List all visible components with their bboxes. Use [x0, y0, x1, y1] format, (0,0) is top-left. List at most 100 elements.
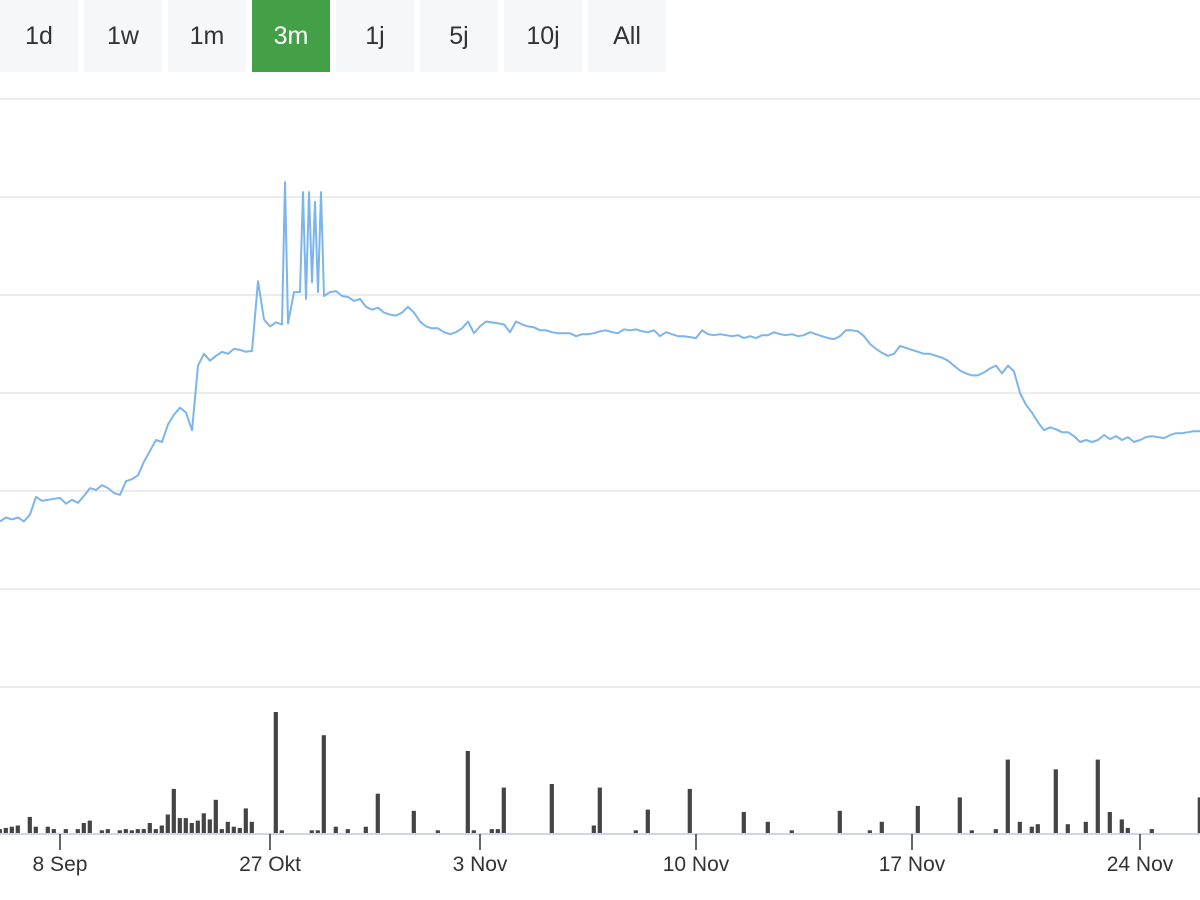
volume-bar: [1107, 812, 1112, 834]
volume-bar: [435, 830, 440, 834]
volume-bar: [591, 825, 596, 834]
chart-gridlines: [0, 98, 1200, 688]
volume-bar: [9, 826, 14, 834]
volume-bar: [279, 830, 284, 834]
volume-bar: [129, 830, 134, 834]
volume-bar: [45, 826, 50, 834]
volume-bar: [231, 826, 236, 834]
volume-bar: [411, 810, 416, 834]
volume-bar: [1065, 824, 1070, 834]
volume-bar: [117, 830, 122, 834]
volume-bar: [201, 813, 206, 834]
range-button-1j[interactable]: 1j: [336, 0, 414, 72]
volume-bar: [1029, 826, 1034, 834]
volume-bar: [993, 829, 998, 834]
volume-bar: [597, 787, 602, 834]
volume-bars: [0, 712, 1200, 834]
volume-bar: [1017, 821, 1022, 834]
x-tick-label: 8 Sep: [33, 853, 88, 876]
volume-bar: [189, 823, 194, 834]
volume-bar: [1095, 759, 1100, 834]
volume-bar: [1035, 824, 1040, 834]
volume-bar: [63, 829, 68, 834]
volume-bar: [51, 829, 56, 834]
volume-bar: [213, 799, 218, 834]
volume-bar: [237, 827, 242, 834]
price-line-group: [0, 181, 1200, 523]
x-tick-label: 24 Nov: [1107, 853, 1174, 876]
volume-bar: [465, 751, 470, 834]
volume-bar: [75, 829, 80, 834]
volume-bar: [879, 821, 884, 834]
volume-bar: [105, 829, 110, 834]
volume-bar: [1053, 769, 1058, 834]
volume-bar: [1005, 759, 1010, 834]
volume-bar: [687, 788, 692, 834]
volume-bar: [15, 825, 20, 834]
volume-bar: [741, 812, 746, 834]
volume-bar: [549, 784, 554, 834]
volume-bar: [1083, 821, 1088, 834]
volume-bar: [345, 829, 350, 834]
volume-bar: [123, 829, 128, 834]
volume-bar: [501, 787, 506, 834]
volume-bar: [1197, 797, 1200, 834]
volume-bar: [1149, 829, 1154, 834]
volume-bar: [333, 826, 338, 834]
volume-bar: [315, 830, 320, 834]
volume-bar: [243, 808, 248, 834]
volume-bar: [867, 830, 872, 834]
volume-bar: [645, 809, 650, 834]
range-button-3m[interactable]: 3m: [252, 0, 330, 72]
volume-bar: [81, 823, 86, 834]
x-tick-label: 10 Nov: [663, 853, 730, 876]
volume-bar: [177, 818, 182, 834]
volume-bar: [153, 829, 158, 834]
volume-bar: [489, 829, 494, 834]
x-tick-label: 17 Nov: [879, 853, 946, 876]
volume-bar: [273, 712, 278, 834]
volume-bar: [195, 820, 200, 834]
volume-bar: [789, 830, 794, 834]
range-button-1d[interactable]: 1d: [0, 0, 78, 72]
range-selector: 1d 1w 1m 3m 1j 5j 10j All: [0, 0, 672, 72]
range-button-10j[interactable]: 10j: [504, 0, 582, 72]
volume-bar: [171, 788, 176, 834]
volume-bar: [1125, 827, 1130, 834]
volume-bar: [969, 830, 974, 834]
range-button-1w[interactable]: 1w: [84, 0, 162, 72]
volume-bar: [375, 793, 380, 834]
volume-bar: [957, 797, 962, 834]
range-button-all[interactable]: All: [588, 0, 666, 72]
volume-bar: [225, 821, 230, 834]
volume-bar: [633, 830, 638, 834]
volume-bar: [87, 820, 92, 834]
volume-bar: [3, 827, 8, 834]
volume-bar: [1119, 819, 1124, 834]
volume-bar: [0, 829, 2, 834]
volume-bar: [165, 814, 170, 834]
range-button-5j[interactable]: 5j: [420, 0, 498, 72]
volume-bar: [363, 826, 368, 834]
volume-bar: [33, 826, 38, 834]
volume-bar: [765, 821, 770, 834]
volume-bar: [141, 829, 146, 834]
volume-bar: [309, 830, 314, 834]
x-axis: 8 Sep 27 Okt 3 Nov 10 Nov 17 Nov 24 Nov: [0, 833, 1200, 876]
volume-bar: [27, 816, 32, 834]
volume-bar: [321, 735, 326, 834]
volume-bar: [99, 830, 104, 834]
volume-bar: [249, 821, 254, 834]
volume-bar: [183, 818, 188, 834]
volume-bar: [495, 829, 500, 834]
volume-bar: [219, 829, 224, 834]
x-tick-label: 27 Okt: [239, 853, 301, 876]
x-tick-label: 3 Nov: [453, 853, 508, 876]
volume-bar: [147, 823, 152, 834]
volume-bar: [915, 805, 920, 834]
volume-bar: [837, 810, 842, 834]
range-button-1m[interactable]: 1m: [168, 0, 246, 72]
volume-bar: [471, 830, 476, 834]
price-line: [0, 181, 1200, 523]
price-chart[interactable]: 8 Sep 27 Okt 3 Nov 10 Nov 17 Nov 24 Nov: [0, 72, 1200, 900]
